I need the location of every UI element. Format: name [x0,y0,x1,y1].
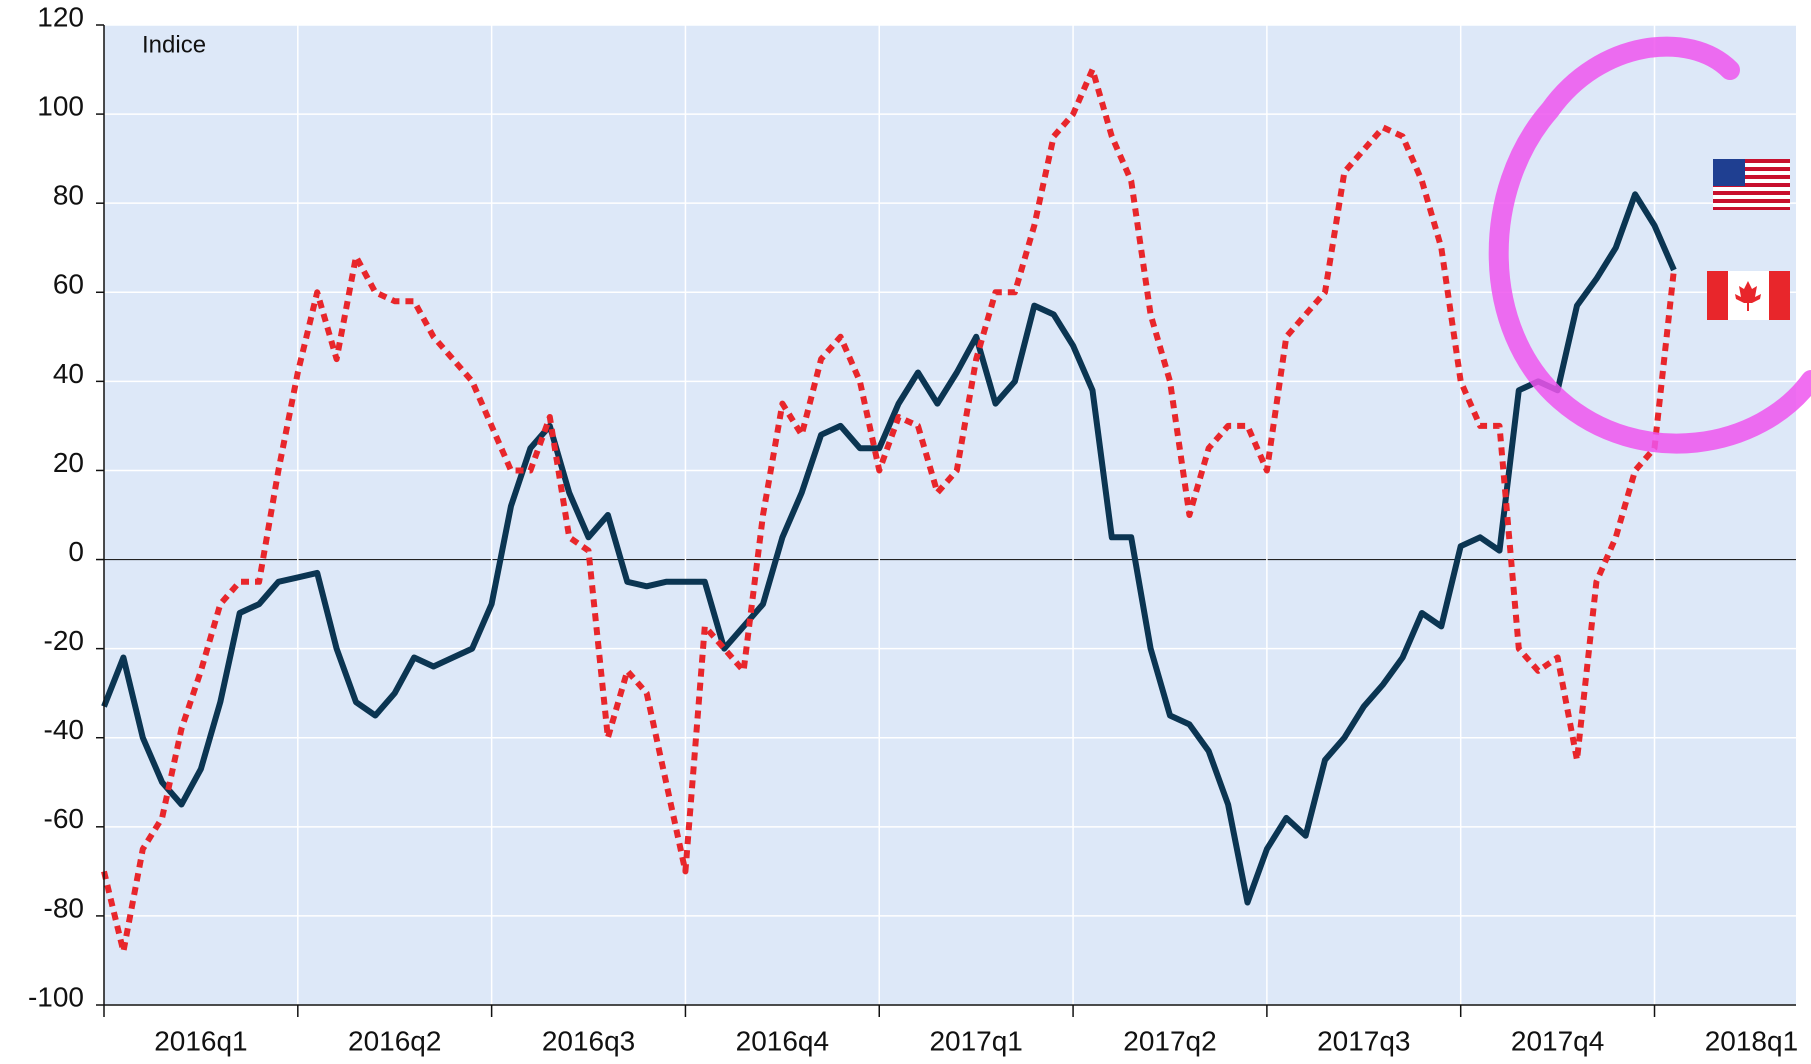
y-tick-label: -100 [28,981,84,1012]
y-tick-label: -60 [44,803,84,834]
x-tick-label: 2017q4 [1511,1025,1604,1056]
y-tick-label: -20 [44,625,84,656]
chart: Indice -100 -80 -60 -40 -20 0 20 40 60 80 100 120 20… [0,0,1811,1064]
y-tick-label: 60 [53,269,84,300]
x-tick-label: 2016q4 [736,1025,829,1056]
page: {"chart_data": {"type": "line", "annotat… [0,0,1811,1064]
annotation: Indice [142,31,206,58]
y-tick-label: -40 [44,714,84,745]
x-tick-label: 2016q3 [542,1025,635,1056]
y-tick-label: 80 [53,180,84,211]
y-tick-label: 20 [53,447,84,478]
y-tick-label: 40 [53,358,84,389]
y-tick-label: -80 [44,892,84,923]
y-tick-label: 0 [68,536,84,567]
x-tick-label: 2017q2 [1123,1025,1216,1056]
x-tick-label: 2017q3 [1317,1025,1410,1056]
x-tick-label: 2018q1 [1705,1025,1798,1056]
x-tick-label: 2016q1 [154,1025,247,1056]
canada-flag [1707,271,1790,320]
x-tick-label: 2017q1 [929,1025,1022,1056]
y-tick-label: 120 [37,1,84,32]
y-tick-label: 100 [37,90,84,121]
us-flag [1713,159,1790,210]
plot-area [104,25,1796,1005]
x-tick-label: 2016q2 [348,1025,441,1056]
